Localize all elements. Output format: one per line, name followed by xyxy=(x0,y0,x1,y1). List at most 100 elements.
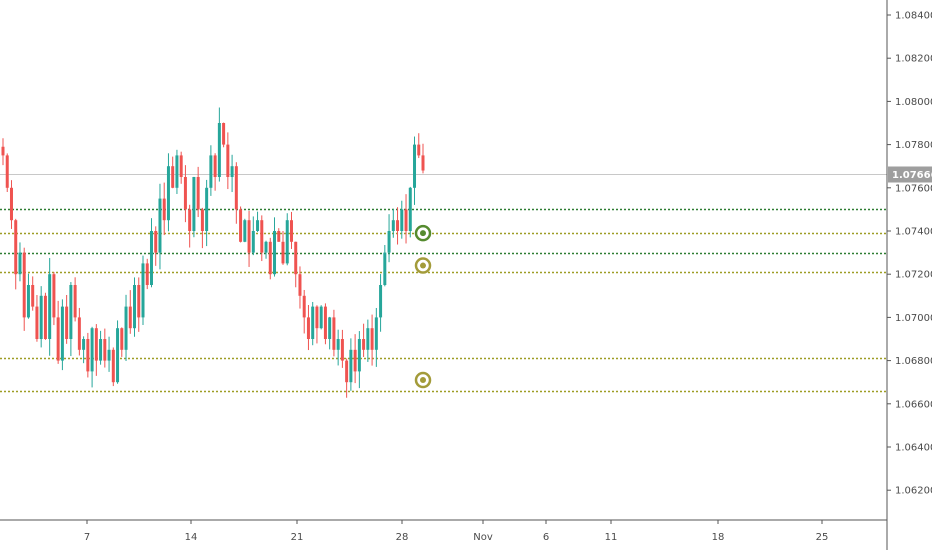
up-candle-body xyxy=(192,177,196,231)
down-candle-body xyxy=(86,339,90,372)
up-candle-body xyxy=(408,187,412,231)
down-candle-body xyxy=(65,306,69,339)
down-candle-body xyxy=(52,274,56,318)
down-candle-body xyxy=(268,241,272,275)
candles xyxy=(1,107,425,398)
down-candle-body xyxy=(340,339,344,361)
x-tick-label: 14 xyxy=(185,532,198,543)
down-candle-body xyxy=(171,166,175,188)
x-tick-label: 6 xyxy=(543,532,549,543)
up-candle-body xyxy=(328,317,332,339)
up-candle-body xyxy=(69,285,73,339)
up-candle-body xyxy=(230,166,234,177)
x-tick-label: 21 xyxy=(291,532,304,543)
down-candle-body xyxy=(247,220,251,253)
down-candle-body xyxy=(294,241,298,275)
down-candle-body xyxy=(179,155,183,177)
level-markers[interactable] xyxy=(414,224,432,389)
down-candle-body xyxy=(396,220,400,231)
down-candle-body xyxy=(315,306,319,329)
up-candle-body xyxy=(133,285,137,329)
down-candle-body xyxy=(5,155,9,188)
down-candle-body xyxy=(417,144,421,156)
y-tick-label: 1.08200 xyxy=(895,54,932,65)
down-candle-body xyxy=(111,349,115,383)
y-tick-label: 1.07200 xyxy=(895,270,932,281)
x-tick-label: 18 xyxy=(712,532,725,543)
up-candle-body xyxy=(18,252,22,275)
y-tick-label: 1.06200 xyxy=(895,486,932,497)
down-candle-body xyxy=(1,146,5,156)
up-candle-body xyxy=(124,306,128,350)
up-candle-body xyxy=(82,339,86,350)
up-candle-body xyxy=(285,220,289,264)
up-candle-body xyxy=(357,339,361,372)
x-tick-label: 25 xyxy=(816,532,829,543)
down-candle-body xyxy=(298,274,302,296)
up-candle-body xyxy=(149,231,153,285)
y-tick-label: 1.07000 xyxy=(895,313,932,324)
up-candle-body xyxy=(383,252,387,285)
down-candle-body xyxy=(162,198,166,221)
down-candle-body xyxy=(345,360,349,383)
up-candle-body xyxy=(400,209,404,231)
down-candle-body xyxy=(188,209,192,231)
down-candle-body xyxy=(154,231,158,253)
up-candle-body xyxy=(366,328,370,350)
up-candle-body xyxy=(209,155,213,188)
current-price-tag-box xyxy=(888,166,932,183)
level-marker-dot xyxy=(420,262,426,269)
down-candle-body xyxy=(260,220,264,253)
up-candle-body xyxy=(413,144,417,188)
down-candle-body xyxy=(77,317,81,350)
down-candle-body xyxy=(281,241,285,264)
down-candle-body xyxy=(9,187,13,221)
down-candle-body xyxy=(226,144,230,177)
down-candle-body xyxy=(234,166,238,210)
up-candle-body xyxy=(243,220,247,242)
level-marker-dot xyxy=(420,230,426,237)
up-candle-body xyxy=(319,306,323,329)
up-candle-body xyxy=(141,263,145,318)
up-candle-body xyxy=(39,295,43,339)
down-candle-body xyxy=(353,349,357,372)
down-candle-body xyxy=(302,295,306,318)
up-candle-body xyxy=(217,123,221,177)
down-candle-body xyxy=(35,306,39,339)
down-candle-body xyxy=(332,317,336,350)
down-candle-body xyxy=(183,177,187,210)
down-candle-body xyxy=(31,285,35,307)
up-candle-body xyxy=(158,198,162,253)
up-candle-body xyxy=(107,349,111,361)
x-tick-label: 11 xyxy=(605,532,618,543)
y-tick-label: 1.08000 xyxy=(895,97,932,108)
down-candle-body xyxy=(103,339,107,361)
down-candle-body xyxy=(94,328,98,361)
up-candle-body xyxy=(99,339,103,361)
y-tick-label: 1.08400 xyxy=(895,11,932,22)
up-candle-body xyxy=(379,285,383,318)
up-candle-body xyxy=(48,274,52,339)
down-candle-body xyxy=(404,209,408,231)
horizontal-levels[interactable] xyxy=(0,174,887,393)
y-tick-label: 1.06800 xyxy=(895,356,932,367)
down-candle-body xyxy=(277,231,281,242)
up-candle-body xyxy=(387,231,391,253)
down-candle-body xyxy=(145,263,149,285)
x-tick-label: 7 xyxy=(84,532,90,543)
y-tick-label: 1.06600 xyxy=(895,399,932,410)
down-candle-body xyxy=(362,339,366,350)
up-candle-body xyxy=(175,155,179,188)
current-price-tag: 1.07666 xyxy=(888,166,932,183)
down-candle-body xyxy=(421,155,425,171)
up-candle-body xyxy=(116,328,120,383)
up-candle-body xyxy=(166,166,170,221)
down-candle-body xyxy=(306,317,310,339)
y-tick-label: 1.07400 xyxy=(895,227,932,238)
up-candle-body xyxy=(26,285,30,318)
up-candle-body xyxy=(205,187,209,231)
y-tick-label: 1.06400 xyxy=(895,443,932,454)
